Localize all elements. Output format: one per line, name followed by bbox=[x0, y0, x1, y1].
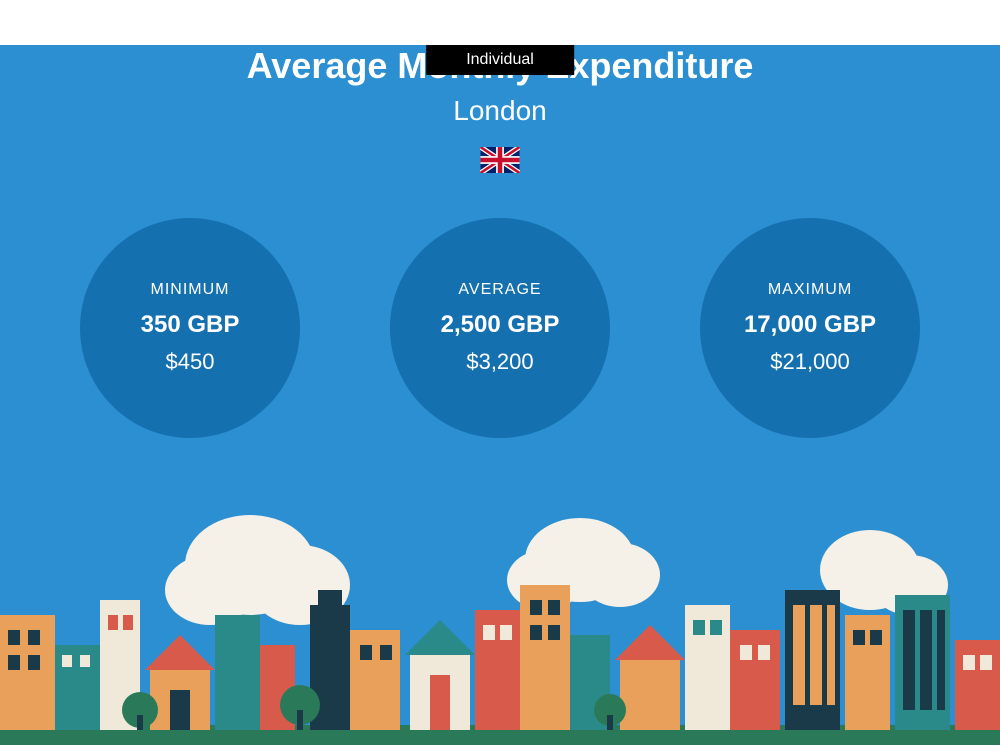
stat-value-gbp: 2,500 GBP bbox=[441, 311, 560, 339]
stats-row: MINIMUM 350 GBP $450 AVERAGE 2,500 GBP $… bbox=[0, 218, 1000, 438]
city-name: London bbox=[0, 95, 1000, 127]
stat-value-usd: $450 bbox=[166, 349, 215, 375]
uk-flag-icon bbox=[480, 147, 520, 173]
category-badge: Individual bbox=[426, 45, 574, 75]
stat-value-usd: $21,000 bbox=[770, 349, 850, 375]
stat-maximum: MAXIMUM 17,000 GBP $21,000 bbox=[700, 218, 920, 438]
cityscape-illustration bbox=[0, 515, 1000, 745]
stat-value-usd: $3,200 bbox=[466, 349, 533, 375]
stat-label: AVERAGE bbox=[458, 281, 541, 299]
stat-minimum: MINIMUM 350 GBP $450 bbox=[80, 218, 300, 438]
stat-value-gbp: 17,000 GBP bbox=[744, 311, 876, 339]
stat-value-gbp: 350 GBP bbox=[141, 311, 240, 339]
stat-average: AVERAGE 2,500 GBP $3,200 bbox=[390, 218, 610, 438]
stat-label: MINIMUM bbox=[151, 281, 230, 299]
stat-label: MAXIMUM bbox=[768, 281, 852, 299]
infographic-container: Individual Average Monthly Expenditure L… bbox=[0, 45, 1000, 745]
